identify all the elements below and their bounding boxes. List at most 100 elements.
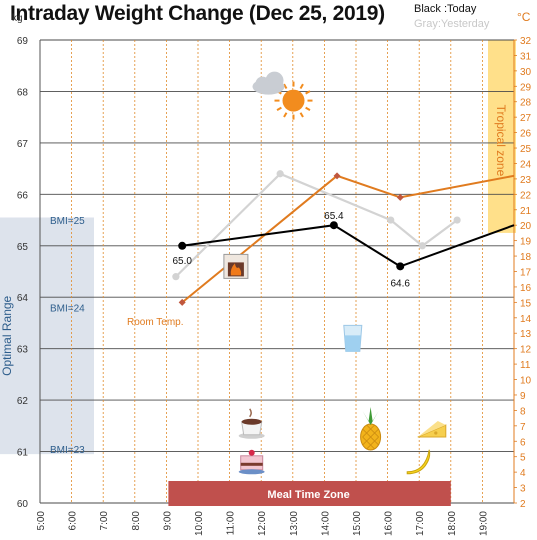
y-right-tick-label: 10 — [520, 376, 532, 387]
yesterday-point — [387, 216, 395, 224]
optimal-range-band — [0, 217, 94, 455]
room-temp-point — [178, 298, 186, 306]
y-left-tick-label: 62 — [17, 396, 29, 407]
y-right-tick-label: 7 — [520, 422, 526, 433]
y-left-tick-label: 60 — [17, 499, 29, 510]
x-tick-label: 12:00 — [257, 511, 268, 536]
y-right-tick-label: 11 — [520, 360, 531, 371]
y-right-tick-label: 13 — [520, 329, 532, 340]
coffee-cup-icon — [238, 408, 265, 439]
glass-water — [344, 335, 361, 352]
pineapple-icon — [360, 407, 382, 451]
y-right-tick-label: 24 — [520, 159, 532, 170]
yesterday-point — [418, 242, 426, 250]
sun-ray — [305, 106, 311, 111]
sun-ray — [305, 90, 311, 95]
y-right-tick-label: 2 — [520, 499, 526, 510]
y-right-tick-label: 5 — [520, 453, 526, 464]
banana-body — [406, 449, 431, 475]
chart-title: Intraday Weight Change (Dec 25, 2019) — [10, 2, 385, 25]
x-tick-label: 8:00 — [131, 511, 142, 531]
sun-ray — [299, 112, 304, 118]
cake-cherry — [248, 449, 255, 456]
room-temp-point — [396, 193, 404, 201]
sun-ray — [299, 83, 304, 89]
today-point — [178, 241, 187, 250]
sun-disc — [282, 89, 305, 112]
y-right-tick-label: 27 — [520, 113, 532, 124]
right-axis-unit: °C — [517, 10, 531, 24]
y-left-tick-label: 65 — [17, 242, 29, 253]
y-right-tick-label: 16 — [520, 283, 532, 294]
pineapple-leaves — [362, 407, 379, 425]
cheese-hole — [434, 431, 438, 435]
x-tick-label: 10:00 — [194, 511, 205, 536]
room-temp-line — [181, 174, 515, 304]
cake-icon — [238, 449, 265, 475]
weather-cloud-sun-icon — [252, 71, 313, 120]
y-right-tick-label: 25 — [520, 144, 532, 155]
legend-yesterday: Gray:Yesterday — [414, 18, 490, 30]
bmi-label: BMI=25 — [50, 216, 85, 227]
x-tick-label: 11:00 — [226, 511, 237, 536]
y-right-tick-label: 9 — [520, 391, 526, 402]
y-right-tick-label: 26 — [520, 129, 532, 140]
x-tick-label: 6:00 — [68, 511, 79, 531]
cake-layer — [240, 462, 263, 466]
x-tick-label: 16:00 — [384, 511, 395, 536]
coffee-surface — [241, 418, 262, 425]
banana-icon — [406, 449, 431, 475]
y-right-tick-label: 3 — [520, 484, 526, 495]
today-data-label: 65.0 — [172, 256, 192, 267]
x-tick-label: 5:00 — [36, 511, 47, 531]
y-right-tick-label: 19 — [520, 237, 532, 248]
yesterday-point — [276, 170, 284, 178]
x-tick-label: 15:00 — [352, 511, 363, 536]
y-right-tick-label: 21 — [520, 206, 532, 217]
y-right-tick-label: 15 — [520, 298, 532, 309]
steam — [249, 408, 252, 418]
left-axis-unit: kg — [12, 13, 23, 24]
y-left-tick-label: 61 — [17, 448, 29, 459]
cheese-top — [417, 421, 446, 437]
cloud-part — [265, 71, 284, 90]
y-left-tick-label: 68 — [17, 87, 29, 98]
y-left-tick-label: 63 — [17, 345, 29, 356]
today-line — [182, 224, 515, 268]
y-right-tick-label: 23 — [520, 175, 532, 186]
y-right-tick-label: 20 — [520, 221, 532, 232]
tropical-zone-band — [488, 40, 516, 233]
room-temp-point — [333, 172, 341, 180]
sun-ray — [283, 112, 288, 118]
meal-time-zone-band — [168, 481, 451, 506]
y-right-tick-label: 22 — [520, 190, 532, 201]
y-left-tick-label: 67 — [17, 139, 29, 150]
today-point — [396, 262, 405, 271]
today-data-label: 64.6 — [391, 278, 411, 289]
y-left-tick-label: 66 — [17, 190, 29, 201]
tropical-zone-label: Tropical zone — [494, 105, 508, 177]
x-tick-label: 18:00 — [447, 511, 458, 536]
meal-time-zone-label: Meal Time Zone — [267, 489, 349, 501]
pineapple-texture — [362, 424, 379, 450]
x-tick-label: 9:00 — [162, 511, 173, 531]
cheese-icon — [417, 421, 447, 438]
y-left-tick-label: 69 — [17, 36, 29, 47]
today-data-label: 65.4 — [324, 211, 344, 222]
bmi-label: BMI=23 — [50, 445, 85, 456]
y-right-tick-label: 17 — [520, 268, 532, 279]
y-right-tick-label: 6 — [520, 437, 526, 448]
cloud-part — [255, 76, 270, 91]
legend-today: Black :Today — [414, 3, 477, 15]
y-right-tick-label: 14 — [520, 314, 532, 325]
today-point — [329, 221, 338, 230]
y-right-tick-label: 4 — [520, 468, 526, 479]
yesterday-point — [172, 273, 180, 281]
x-tick-label: 14:00 — [320, 511, 331, 536]
x-tick-label: 7:00 — [99, 511, 110, 531]
x-tick-label: 19:00 — [478, 511, 489, 536]
yesterday-point — [453, 216, 461, 224]
y-right-tick-label: 18 — [520, 252, 532, 263]
